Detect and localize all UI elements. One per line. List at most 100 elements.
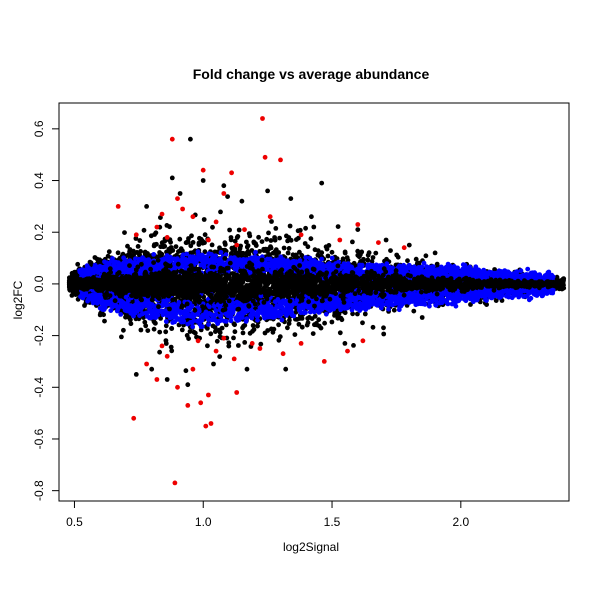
black-point bbox=[115, 250, 121, 256]
black-point bbox=[202, 249, 208, 255]
black-point bbox=[141, 227, 147, 233]
black-point bbox=[244, 239, 249, 245]
black-point bbox=[123, 314, 128, 320]
black-point bbox=[169, 326, 175, 331]
black-point bbox=[246, 231, 252, 237]
black-point bbox=[190, 240, 196, 245]
black-point bbox=[286, 246, 292, 251]
black-point bbox=[287, 317, 292, 323]
black-point bbox=[184, 333, 190, 338]
black-point bbox=[133, 236, 139, 241]
black-point bbox=[235, 234, 241, 239]
black-point bbox=[137, 238, 143, 243]
black-point bbox=[226, 343, 232, 349]
black-point bbox=[319, 250, 325, 256]
black-point bbox=[163, 329, 169, 335]
black-point bbox=[264, 236, 270, 242]
black-point bbox=[143, 323, 149, 329]
black-point bbox=[388, 248, 393, 254]
black-point bbox=[160, 244, 166, 250]
black-point bbox=[294, 317, 300, 322]
black-point bbox=[365, 257, 371, 263]
black-point bbox=[276, 337, 282, 343]
black-point bbox=[244, 244, 250, 250]
black-point bbox=[232, 322, 238, 328]
black-point bbox=[232, 329, 238, 335]
black-point bbox=[350, 239, 355, 245]
black-point bbox=[270, 329, 276, 335]
black-point bbox=[202, 232, 208, 238]
black-point bbox=[138, 327, 144, 333]
black-point bbox=[259, 239, 265, 245]
black-point bbox=[173, 244, 179, 250]
black-point bbox=[316, 317, 322, 323]
black-point bbox=[310, 331, 316, 336]
black-point bbox=[188, 250, 193, 256]
black-point bbox=[152, 242, 157, 248]
black-point bbox=[189, 233, 194, 239]
black-point bbox=[210, 224, 215, 230]
black-point bbox=[157, 349, 163, 355]
black-point bbox=[305, 316, 311, 321]
black-point bbox=[395, 254, 401, 260]
black-point bbox=[142, 251, 148, 257]
black-point bbox=[222, 240, 228, 246]
black-point bbox=[236, 343, 241, 348]
black-point bbox=[303, 225, 308, 231]
black-point bbox=[325, 253, 331, 259]
black-point bbox=[169, 348, 175, 354]
black-point bbox=[276, 322, 281, 328]
black-point bbox=[411, 308, 417, 314]
black-point bbox=[296, 235, 301, 241]
black-point bbox=[265, 249, 270, 255]
black-point bbox=[201, 217, 207, 222]
black-point bbox=[121, 327, 126, 333]
black-point bbox=[135, 244, 141, 249]
black-point bbox=[106, 249, 112, 255]
black-point bbox=[218, 209, 223, 215]
black-point bbox=[183, 368, 189, 374]
chart-title: Fold change vs average abundance bbox=[193, 66, 430, 82]
black-point bbox=[242, 340, 248, 345]
black-point bbox=[246, 251, 252, 257]
black-point bbox=[329, 319, 335, 325]
black-point bbox=[125, 243, 130, 249]
black-point bbox=[413, 256, 419, 262]
black-point bbox=[163, 323, 169, 329]
black-point bbox=[242, 322, 248, 328]
black-point bbox=[236, 249, 242, 255]
black-point bbox=[231, 335, 236, 341]
black-point bbox=[308, 236, 314, 242]
black-point bbox=[219, 325, 225, 331]
black-point bbox=[268, 238, 274, 243]
black-point bbox=[268, 244, 273, 250]
black-point bbox=[365, 252, 371, 258]
black-point bbox=[554, 274, 560, 280]
black-point bbox=[168, 344, 174, 350]
black-point bbox=[285, 250, 291, 256]
black-point bbox=[292, 332, 298, 337]
black-point bbox=[287, 223, 293, 229]
black-point bbox=[373, 250, 379, 256]
black-point bbox=[187, 329, 193, 334]
black-point bbox=[217, 334, 223, 340]
black-point bbox=[227, 227, 233, 233]
black-point bbox=[359, 249, 365, 255]
black-point bbox=[157, 329, 163, 335]
black-point bbox=[285, 238, 290, 244]
black-point bbox=[355, 311, 360, 317]
black-point bbox=[380, 288, 386, 294]
black-point bbox=[196, 240, 202, 246]
black-point bbox=[492, 267, 497, 272]
black-point bbox=[185, 239, 191, 245]
black-point bbox=[285, 325, 290, 331]
y-axis-label: log2FC bbox=[11, 280, 25, 319]
black-point bbox=[345, 257, 351, 263]
black-point bbox=[295, 228, 301, 234]
black-point bbox=[329, 249, 335, 255]
black-point bbox=[370, 324, 376, 330]
black-point bbox=[318, 325, 324, 331]
black-point bbox=[274, 253, 279, 259]
black-point bbox=[272, 237, 278, 243]
